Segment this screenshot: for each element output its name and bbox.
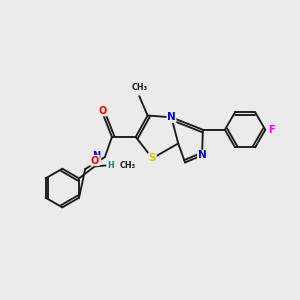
Text: N: N [167,112,176,122]
Text: O: O [91,156,99,166]
Text: CH₃: CH₃ [119,160,135,169]
Text: F: F [268,125,275,135]
Text: O: O [98,106,106,116]
Text: S: S [148,153,156,163]
Text: H: H [107,161,113,170]
Text: N: N [92,151,101,161]
Text: CH₃: CH₃ [132,83,148,92]
Text: N: N [198,150,206,160]
